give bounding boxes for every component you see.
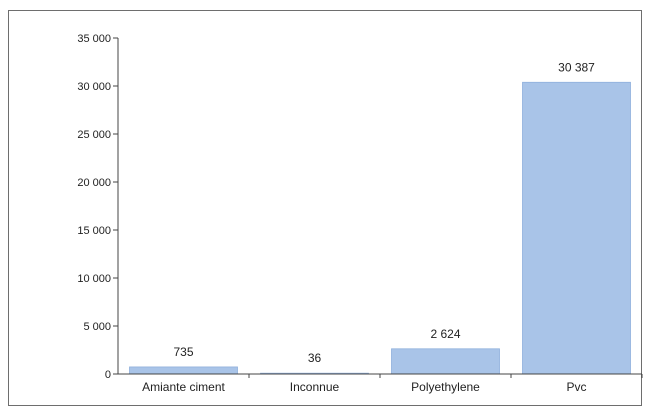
- data-label: 30 387: [558, 60, 595, 74]
- x-category-label: Inconnue: [290, 380, 340, 394]
- x-category-label: Pvc: [566, 380, 586, 394]
- data-label: 735: [173, 345, 193, 359]
- x-axis: Amiante ciment Inconnue Polyethylene Pvc: [118, 373, 643, 394]
- x-category-label: Polyethylene: [411, 380, 480, 394]
- bars: [129, 81, 631, 375]
- data-labels: 735 36 2 624 30 387: [173, 60, 595, 365]
- y-axis: 0 5 000 10 000 15 000 20 000 25 000 30 000 35 0…: [77, 33, 119, 381]
- y-tick-label: 15 000: [77, 225, 111, 237]
- data-label: 36: [308, 351, 322, 365]
- y-tick-label: 10 000: [77, 273, 111, 285]
- y-tick-label: 0: [105, 369, 111, 381]
- y-tick-label: 30 000: [77, 81, 111, 93]
- bar-polyethylene: [391, 348, 500, 375]
- bar-amiante-ciment: [129, 366, 238, 375]
- y-tick-label: 25 000: [77, 129, 111, 141]
- y-tick-label: 5 000: [83, 321, 111, 333]
- data-label: 2 624: [430, 327, 460, 341]
- y-tick-label: 20 000: [77, 177, 111, 189]
- y-tick-label: 35 000: [77, 33, 111, 45]
- bar-pvc: [522, 81, 631, 375]
- x-category-label: Amiante ciment: [142, 380, 225, 394]
